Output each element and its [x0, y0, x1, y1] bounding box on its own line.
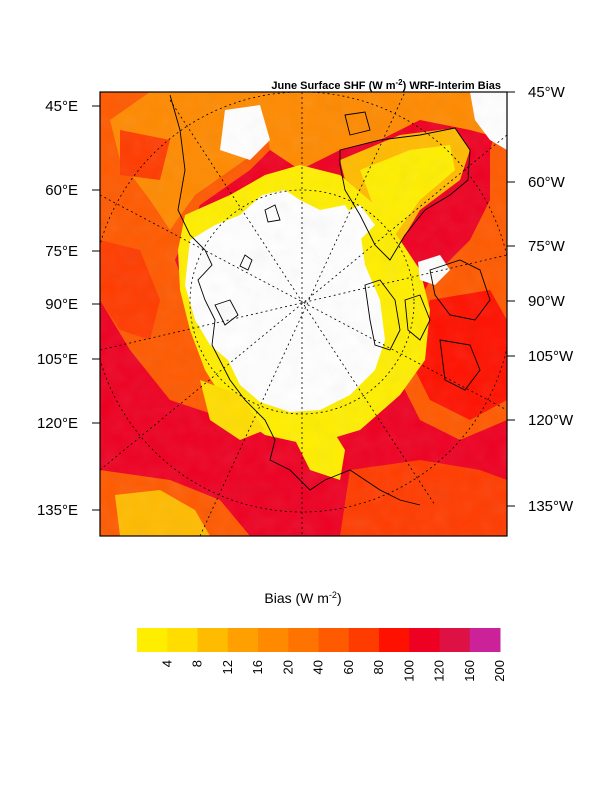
right-tick-label: 120°W [528, 412, 574, 429]
colorbar-level-label: 120 [432, 660, 447, 682]
graticule [100, 92, 507, 536]
colorbar-swatch [439, 628, 471, 652]
plot-title: June Surface SHF (W m-2) WRF-Interim Bia… [271, 78, 501, 92]
colorbar: 4 8 12 16 20 40 60 80 100 120 160 200 [137, 628, 507, 682]
right-tick-label: 105°W [528, 348, 574, 365]
colorbar-swatch [137, 628, 168, 652]
coastlines [169, 94, 491, 506]
colorbar-level-label: 40 [311, 660, 326, 674]
left-axis: 45°E 60°E 75°E 90°E 105°E 120°E 135°E [37, 98, 100, 519]
colorbar-swatch [469, 628, 501, 652]
right-tick-label: 45°W [528, 84, 566, 101]
colorbar-swatch [197, 628, 229, 652]
right-tick-label: 60°W [528, 174, 566, 191]
left-tick-label: 75°E [45, 243, 78, 260]
left-tick-label: 60°E [45, 182, 78, 199]
colorbar-level-label: 60 [341, 660, 356, 674]
colorbar-level-label: 12 [220, 660, 235, 674]
colorbar-swatch [318, 628, 350, 652]
left-tick-label: 105°E [37, 351, 78, 368]
map-frame [99, 91, 508, 537]
colorbar-level-label: 160 [462, 660, 477, 682]
colorbar-swatch [167, 628, 198, 652]
left-tick-label: 135°E [37, 502, 78, 519]
right-axis: 45°W 60°W 75°W 90°W 105°W 120°W 135°W [507, 84, 574, 515]
colorbar-swatch [379, 628, 410, 652]
colorbar-level-label: 80 [371, 660, 386, 674]
map-panel [100, 92, 507, 536]
left-tick-label: 120°E [37, 415, 78, 432]
right-tick-label: 135°W [528, 498, 574, 515]
right-tick-label: 90°W [528, 293, 566, 310]
colorbar-level-label: 8 [190, 660, 205, 667]
colorbar-level-label: 4 [159, 660, 174, 667]
left-tick-label: 90°E [45, 296, 78, 313]
colorbar-level-label: 16 [250, 660, 265, 674]
colorbar-swatch [258, 628, 289, 652]
left-tick-label: 45°E [45, 98, 78, 115]
colorbar-level-label: 100 [401, 660, 416, 682]
colorbar-level-label: 200 [492, 660, 507, 682]
colorbar-title: Bias (W m-2) [264, 590, 341, 606]
colorbar-swatch [409, 628, 440, 652]
colorbar-level-label: 20 [280, 660, 295, 674]
colorbar-swatch [288, 628, 319, 652]
right-tick-label: 75°W [528, 238, 566, 255]
colorbar-swatch [227, 628, 259, 652]
colorbar-swatch [348, 628, 380, 652]
